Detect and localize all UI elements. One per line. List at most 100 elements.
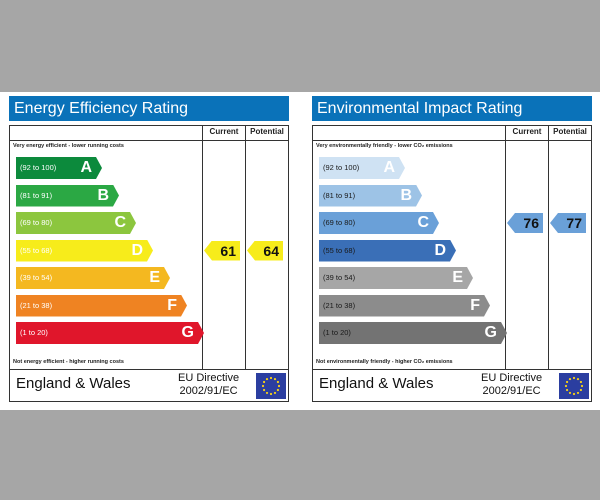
eu-star — [269, 376, 273, 380]
rating-bar-d: (55 to 68) D — [16, 240, 153, 262]
panel-title: Environmental Impact Rating — [312, 96, 592, 121]
rating-frame: Current Potential Very environmentally f… — [312, 125, 592, 402]
directive-line-1: EU Directive — [178, 372, 240, 384]
eu-flag-icon — [559, 373, 589, 399]
current-column-header: Current — [512, 127, 542, 136]
top-note: Very energy efficient - lower running co… — [13, 143, 124, 149]
rating-letter: C — [417, 214, 429, 231]
rating-range-label: (55 to 68) — [20, 245, 53, 255]
column-divider — [245, 126, 246, 369]
rating-letter: A — [80, 159, 92, 176]
footer-country: England & Wales — [319, 375, 434, 392]
eu-star — [568, 391, 572, 395]
current-rating-value: 76 — [523, 215, 539, 231]
column-divider — [202, 126, 203, 369]
footer-directive: EU Directive 2002/91/EC — [178, 372, 239, 398]
rating-bar-c: (69 to 80) C — [319, 212, 439, 234]
eu-star — [265, 391, 269, 395]
column-divider — [505, 126, 506, 369]
rating-letter: B — [400, 186, 412, 204]
rating-range-label: (69 to 80) — [323, 218, 356, 227]
footer-row: England & Wales EU Directive 2002/91/EC — [313, 369, 591, 402]
header-row: Current Potential — [313, 126, 591, 141]
rating-bar-g: (1 to 20) G — [16, 322, 204, 344]
eu-star — [261, 384, 265, 388]
rating-range-label: (81 to 91) — [20, 190, 53, 200]
potential-rating-value: 64 — [263, 242, 279, 259]
rating-range-label: (81 to 91) — [323, 190, 356, 200]
eu-star — [277, 384, 281, 388]
eu-star — [273, 391, 277, 395]
footer-directive: EU Directive 2002/91/EC — [481, 372, 542, 398]
eu-star — [564, 384, 568, 388]
eu-star — [572, 392, 576, 396]
eu-star — [269, 392, 273, 396]
potential-rating-marker: 64 — [247, 240, 283, 261]
footer-country: England & Wales — [16, 375, 131, 392]
column-divider — [548, 126, 549, 369]
potential-rating-marker: 77 — [550, 213, 586, 233]
rating-frame: Current Potential Very energy efficient … — [9, 125, 289, 402]
eu-flag-icon — [256, 373, 286, 399]
rating-bar-d: (55 to 68) D — [319, 240, 456, 262]
eu-star — [565, 388, 569, 392]
rating-bar-a: (92 to 100) A — [16, 157, 102, 179]
rating-letter: E — [149, 269, 160, 286]
environmental-impact-panel: Environmental Impact Rating Current Pote… — [312, 96, 592, 402]
rating-letter: D — [131, 241, 143, 259]
rating-letter: G — [181, 324, 194, 341]
eu-star — [273, 377, 277, 381]
potential-column-header: Potential — [250, 127, 284, 136]
eu-star — [265, 377, 269, 381]
rating-bar-f: (21 to 38) F — [16, 295, 187, 317]
rating-letter: G — [484, 324, 497, 341]
rating-bar-b: (81 to 91) B — [319, 185, 422, 207]
rating-range-label: (92 to 100) — [20, 163, 57, 172]
eu-star — [580, 384, 584, 388]
rating-bar-g: (1 to 20) G — [319, 322, 507, 344]
eu-star — [568, 377, 572, 381]
rating-range-label: (39 to 54) — [323, 273, 356, 282]
energy-efficiency-panel: Energy Efficiency Rating Current Potenti… — [9, 96, 289, 402]
rating-letter: E — [452, 269, 463, 286]
directive-line-2: 2002/91/EC — [482, 385, 541, 397]
rating-bar-c: (69 to 80) C — [16, 212, 136, 234]
rating-range-label: (55 to 68) — [323, 245, 356, 255]
directive-line-1: EU Directive — [481, 372, 543, 384]
directive-line-2: 2002/91/EC — [179, 385, 238, 397]
rating-letter: D — [434, 241, 446, 259]
current-column-header: Current — [209, 127, 239, 136]
rating-range-label: (21 to 38) — [323, 300, 356, 310]
rating-letter: F — [470, 296, 480, 314]
eu-star — [579, 388, 583, 392]
eu-star — [576, 391, 580, 395]
rating-bar-f: (21 to 38) F — [319, 295, 490, 317]
rating-bar-e: (39 to 54) E — [319, 267, 473, 289]
rating-letter: C — [114, 214, 126, 231]
eu-star — [579, 380, 583, 384]
rating-letter: B — [97, 186, 109, 204]
potential-rating-value: 77 — [566, 215, 582, 231]
bottom-note: Not environmentally friendly - higher CO… — [316, 359, 453, 365]
rating-range-label: (39 to 54) — [20, 273, 53, 282]
eu-star — [262, 388, 266, 392]
stage: Energy Efficiency Rating Current Potenti… — [0, 92, 600, 410]
panel-title: Energy Efficiency Rating — [9, 96, 289, 121]
rating-bar-b: (81 to 91) B — [16, 185, 119, 207]
eu-star — [262, 380, 266, 384]
rating-range-label: (21 to 38) — [20, 300, 53, 310]
footer-row: England & Wales EU Directive 2002/91/EC — [10, 369, 288, 402]
rating-range-label: (1 to 20) — [323, 328, 351, 337]
eu-star — [572, 376, 576, 380]
current-rating-marker: 61 — [204, 240, 240, 261]
current-rating-value: 61 — [220, 242, 236, 259]
top-note: Very environmentally friendly - lower CO… — [316, 143, 453, 149]
rating-range-label: (1 to 20) — [20, 328, 48, 337]
eu-star — [276, 380, 280, 384]
potential-column-header: Potential — [553, 127, 587, 136]
header-row: Current Potential — [10, 126, 288, 141]
eu-star — [576, 377, 580, 381]
rating-letter: A — [383, 159, 395, 176]
current-rating-marker: 76 — [507, 213, 543, 233]
bottom-note: Not energy efficient - higher running co… — [13, 359, 124, 365]
